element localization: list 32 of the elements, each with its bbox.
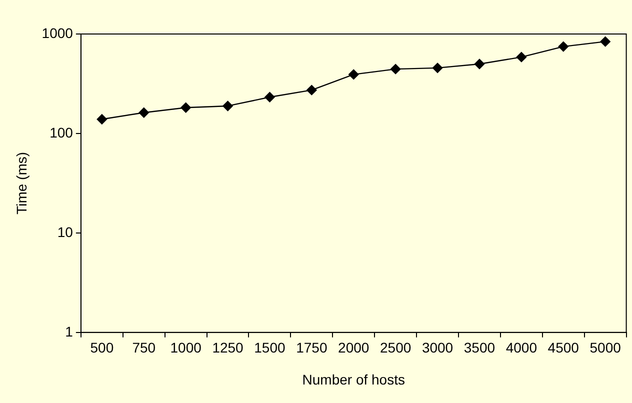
x-tick-label: 2500 [380, 340, 412, 356]
y-tick-label: 1000 [42, 24, 74, 41]
point [264, 92, 275, 102]
y-tick-label: 1 [65, 323, 74, 340]
point [96, 114, 108, 124]
point [138, 108, 149, 118]
x-tick-label: 3500 [464, 340, 496, 356]
x-axis-title: Number of hosts [302, 371, 405, 388]
y-axis-title: Time (ms) [13, 152, 30, 214]
point [222, 100, 233, 112]
point [180, 102, 191, 113]
x-tick-label: 3000 [422, 340, 454, 356]
point [600, 36, 610, 47]
point [558, 41, 568, 52]
point [516, 52, 527, 62]
y-tick-label: 100 [50, 124, 74, 140]
x-tick-label: 5000 [590, 340, 622, 356]
x-tick-label: 1250 [212, 340, 244, 356]
point [390, 64, 401, 74]
x-tick-label: 2000 [338, 340, 370, 356]
point [432, 62, 443, 74]
y-tick-label: 10 [57, 224, 74, 240]
x-tick-label: 750 [132, 340, 156, 356]
x-tick-label: 1500 [254, 340, 286, 356]
x-tick-label: 4000 [506, 340, 538, 356]
x-tick-label: 1750 [296, 340, 328, 356]
point [348, 69, 359, 80]
x-tick-label: 500 [90, 340, 114, 356]
x-tick-label: 4500 [548, 340, 580, 356]
point [474, 58, 485, 70]
point [306, 84, 317, 96]
x-tick-label: 1000 [170, 340, 202, 356]
